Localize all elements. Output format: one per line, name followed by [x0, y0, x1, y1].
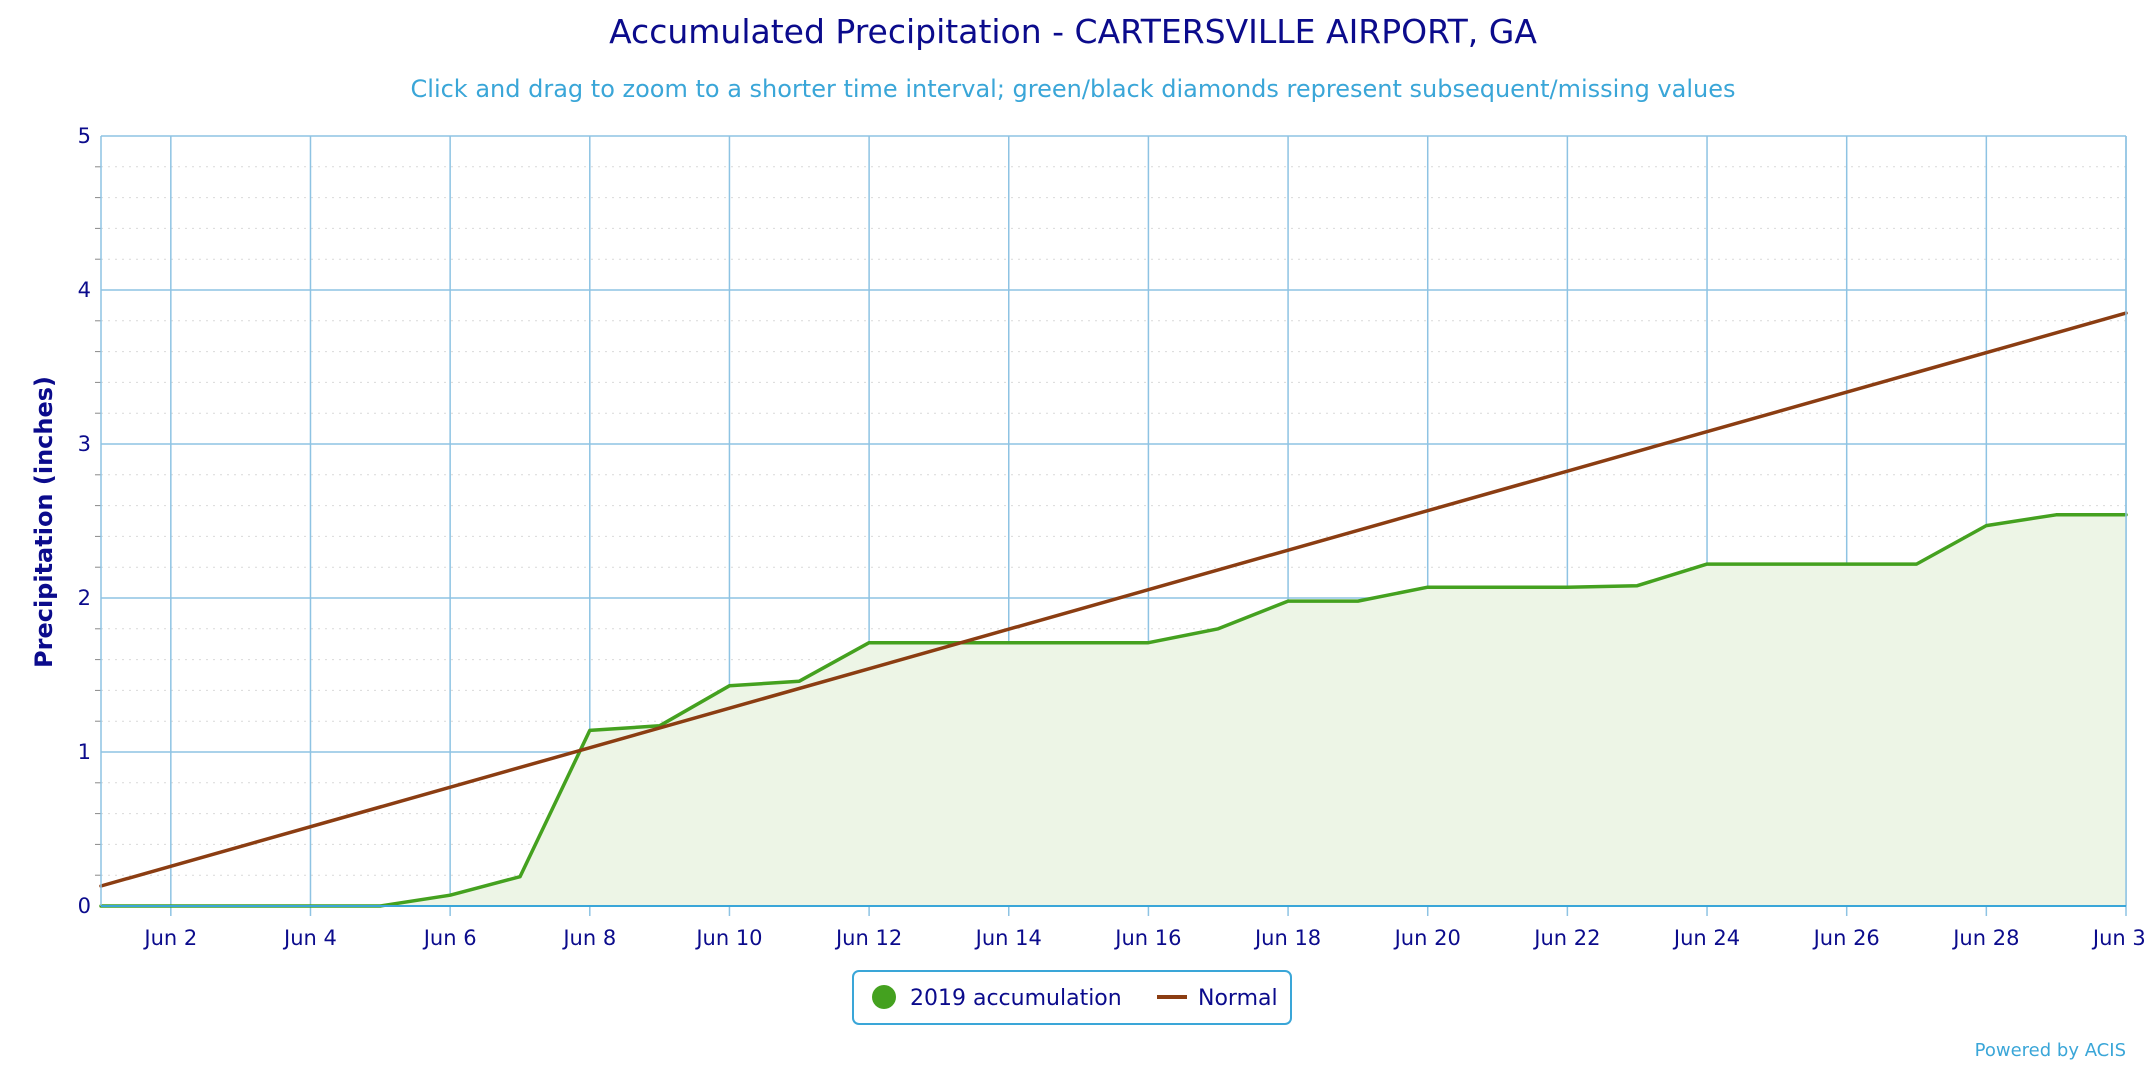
x-tick-label: Jun 4: [282, 926, 337, 950]
x-tick-label: Jun 18: [1253, 926, 1321, 950]
y-tick-label: 0: [78, 894, 91, 918]
x-tick-label: Jun 14: [974, 926, 1042, 950]
series-line-1[interactable]: [99, 311, 2128, 888]
y-axis-ticks: 0 1 2 3 4 5: [78, 124, 91, 918]
series-lines[interactable]: [99, 311, 2128, 908]
y-tick-label: 2: [78, 586, 91, 610]
x-tick-label: Jun 2: [142, 926, 197, 950]
x-tick-label: Jun 26: [1812, 926, 1880, 950]
x-tick-label: Jun 8: [561, 926, 616, 950]
x-axis-ticks: Jun 2 Jun 4 Jun 6 Jun 8 Jun 10 Jun 12 Jun 14 Ju…: [142, 926, 2146, 950]
x-tick-label: Jun 16: [1113, 926, 1181, 950]
legend-item-normal[interactable]: Normal: [1157, 986, 1278, 1011]
series-areas: [101, 514, 2126, 906]
legend-item-accumulation[interactable]: 2019 accumulation: [872, 985, 1122, 1011]
axes: [100, 136, 2127, 907]
legend-label-normal: Normal: [1198, 986, 1278, 1011]
series-area-0: [101, 514, 2126, 906]
legend-label-accumulation: 2019 accumulation: [910, 986, 1122, 1011]
y-tick-label: 3: [78, 432, 91, 456]
x-tick-label: Jun 28: [1951, 926, 2019, 950]
chart-title: Accumulated Precipitation - CARTERSVILLE…: [609, 12, 1537, 51]
x-tick-label: Jun 24: [1672, 926, 1740, 950]
y-tick-label: 4: [78, 278, 91, 302]
y-axis-label: Precipitation (inches): [30, 376, 58, 668]
x-tick-label: Jun 12: [834, 926, 902, 950]
x-tick-label: Jun 30: [2091, 926, 2146, 950]
legend-marker-green-circle: [872, 985, 896, 1009]
x-tick-label: Jun 22: [1532, 926, 1600, 950]
legend-box: [852, 970, 1292, 1025]
series-line-0[interactable]: [99, 513, 2128, 908]
x-tick-label: Jun 20: [1393, 926, 1461, 950]
x-tick-label: Jun 10: [694, 926, 762, 950]
y-tick-label: 1: [78, 740, 91, 764]
credit-link[interactable]: Powered by ACIS: [1975, 1040, 2126, 1061]
x-tick-label: Jun 6: [422, 926, 477, 950]
legend[interactable]: 2019 accumulation Normal: [852, 970, 1292, 1025]
y-tick-label: 5: [78, 124, 91, 148]
chart-subtitle: Click and drag to zoom to a shorter time…: [411, 75, 1736, 103]
